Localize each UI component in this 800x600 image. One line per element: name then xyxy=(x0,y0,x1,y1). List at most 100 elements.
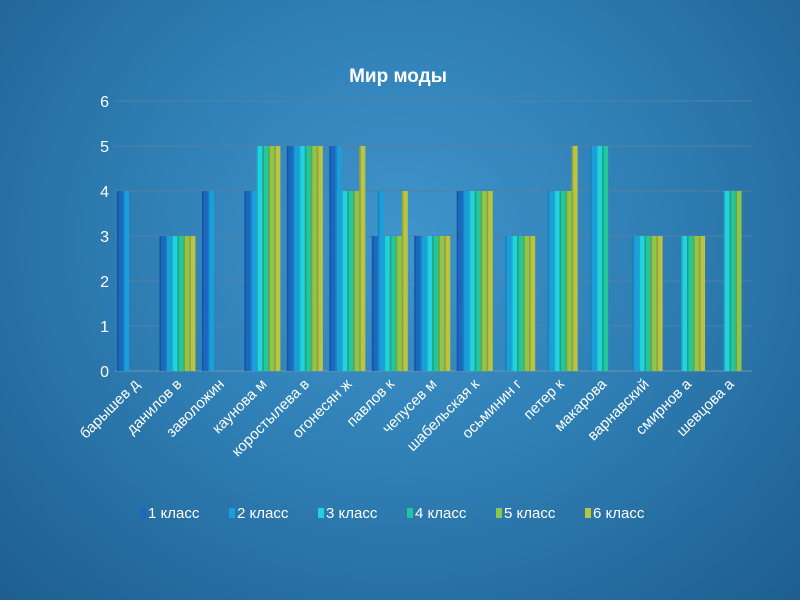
bar xyxy=(505,236,512,371)
bar xyxy=(262,146,269,371)
y-tick-label: 0 xyxy=(100,364,109,381)
bar xyxy=(517,236,524,371)
bar xyxy=(353,191,360,371)
bar xyxy=(638,236,645,371)
bar-edge xyxy=(693,236,695,371)
bar xyxy=(171,236,178,371)
bar xyxy=(632,236,639,371)
bar xyxy=(274,146,281,371)
bar xyxy=(681,236,688,371)
bar xyxy=(523,236,530,371)
bar-edge xyxy=(547,191,550,371)
bar xyxy=(529,236,536,371)
bar-edge xyxy=(341,191,343,371)
bar xyxy=(244,191,251,371)
bar xyxy=(687,236,694,371)
bar-edge xyxy=(468,191,471,371)
bar xyxy=(292,146,299,371)
bar xyxy=(177,236,184,371)
bar xyxy=(723,191,730,371)
bar xyxy=(596,146,603,371)
bar xyxy=(256,146,263,371)
bar-edge xyxy=(401,191,404,371)
legend-swatch xyxy=(496,508,502,518)
bar-edge xyxy=(335,146,337,371)
bar-edge xyxy=(389,236,392,371)
y-tick-label: 3 xyxy=(100,229,109,246)
bar xyxy=(341,191,348,371)
bar xyxy=(444,236,451,371)
bar xyxy=(383,236,390,371)
bar xyxy=(183,236,190,371)
bar-edge xyxy=(256,146,258,371)
bar xyxy=(644,236,651,371)
bar xyxy=(480,191,487,371)
bar-edge xyxy=(371,236,374,371)
bar xyxy=(547,191,554,371)
bar xyxy=(486,191,493,371)
bar xyxy=(395,236,402,371)
legend-label: 5 класс xyxy=(504,505,556,522)
bar xyxy=(559,191,566,371)
bar-edge xyxy=(201,191,204,371)
y-tick-label: 4 xyxy=(100,184,109,201)
bar-edge xyxy=(444,236,446,371)
bar-edge xyxy=(687,236,689,371)
bar-edge xyxy=(117,191,119,371)
bar-edge xyxy=(159,236,161,371)
bar-edge xyxy=(262,146,264,371)
bar xyxy=(650,236,657,371)
bar-edge xyxy=(681,236,683,371)
bar-edge xyxy=(699,236,701,371)
bar xyxy=(571,146,578,371)
bar-edge xyxy=(729,191,732,371)
bar-edge xyxy=(438,236,440,371)
bar xyxy=(347,191,354,371)
bar-edge xyxy=(590,146,592,371)
bar xyxy=(735,191,742,371)
bar-edge xyxy=(123,191,125,371)
bar xyxy=(699,236,706,371)
bar xyxy=(359,146,366,371)
bar xyxy=(329,146,336,371)
bar-edge xyxy=(426,236,428,371)
bar xyxy=(389,236,396,371)
bar-edge xyxy=(304,146,307,371)
bar-edge xyxy=(183,236,185,371)
bar xyxy=(590,146,597,371)
y-tick-label: 1 xyxy=(100,319,109,336)
bar-edge xyxy=(414,236,416,371)
bar-edge xyxy=(735,191,738,371)
bar-edge xyxy=(171,236,173,371)
bar-edge xyxy=(244,191,246,371)
y-tick-label: 5 xyxy=(100,139,109,156)
bar-edge xyxy=(511,236,513,371)
y-tick-label: 6 xyxy=(100,94,109,111)
bar xyxy=(693,236,700,371)
legend-swatch xyxy=(585,508,591,518)
bar xyxy=(207,191,214,371)
bar xyxy=(316,146,323,371)
bar-edge xyxy=(456,191,459,371)
bar-edge xyxy=(207,191,210,371)
bar xyxy=(286,146,293,371)
bar xyxy=(201,191,208,371)
bar xyxy=(438,236,445,371)
bar xyxy=(656,236,663,371)
bar-edge xyxy=(529,236,531,371)
bar-edge xyxy=(353,191,355,371)
bar xyxy=(401,191,408,371)
bar xyxy=(377,191,384,371)
bar xyxy=(565,191,572,371)
bar-edge xyxy=(316,146,319,371)
bar xyxy=(414,236,421,371)
bar-edge xyxy=(165,236,167,371)
legend-swatch xyxy=(140,508,146,518)
bar-edge xyxy=(632,236,635,371)
bar-edge xyxy=(596,146,598,371)
bar xyxy=(474,191,481,371)
bar-edge xyxy=(602,146,604,371)
legend-swatch xyxy=(229,508,235,518)
bar-edge xyxy=(486,191,489,371)
legend-swatch xyxy=(407,508,413,518)
